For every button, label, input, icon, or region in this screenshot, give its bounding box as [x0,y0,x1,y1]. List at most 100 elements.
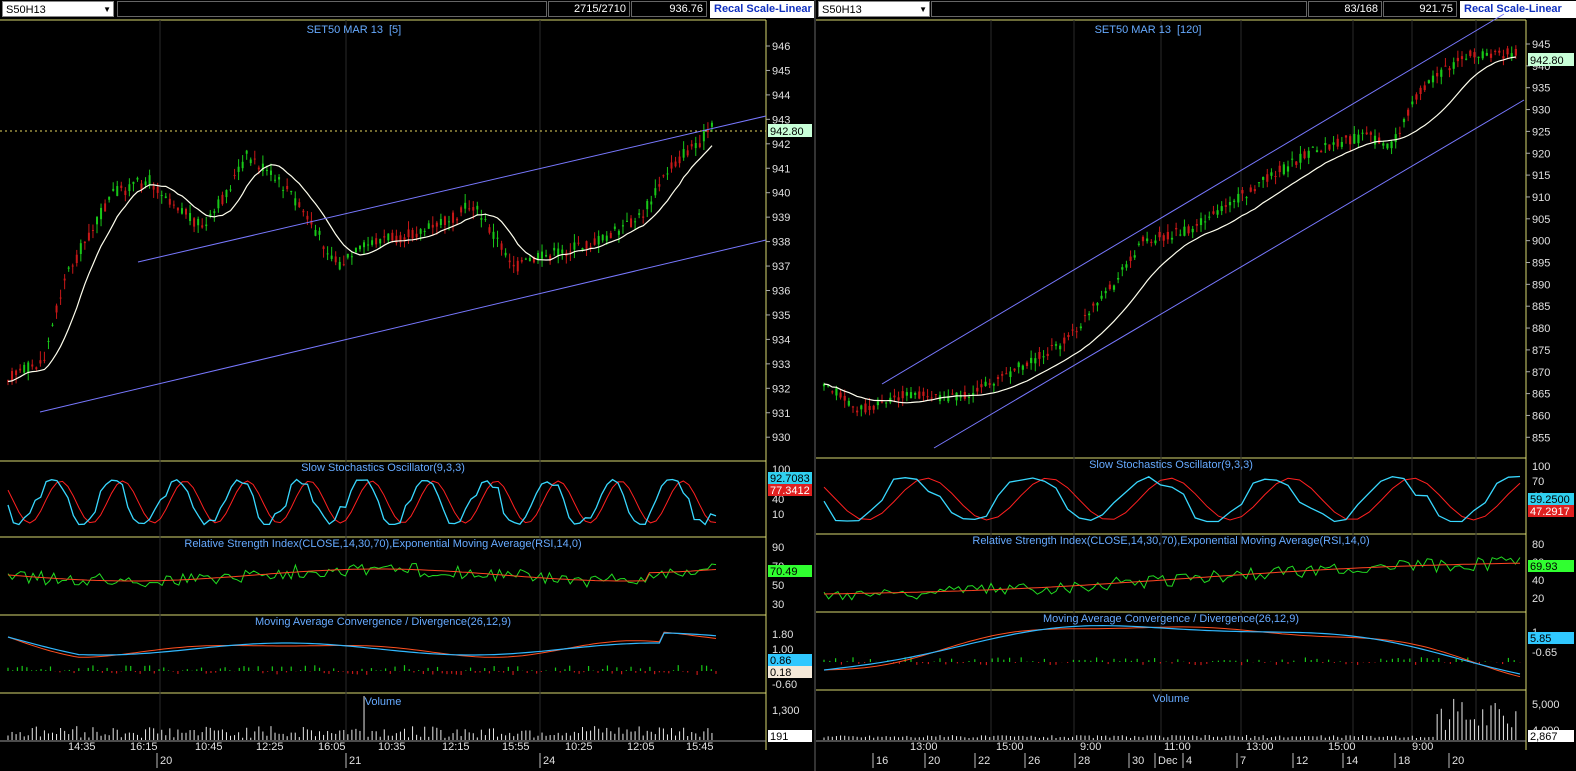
date-axis-label: 24 [543,755,555,767]
candle-body [585,241,588,249]
candle-body [831,391,834,393]
macd-signal-badge [768,666,812,678]
candle-body [124,190,127,196]
candle-body [1274,175,1277,177]
candle-body [484,218,487,220]
date-axis-label: 14 [1346,755,1358,767]
candle-body [193,218,196,227]
volume-axis-label: 1,300 [772,705,800,717]
candle-body [322,246,325,250]
candle-body [253,158,256,160]
price-axis-label: 880 [1532,323,1550,335]
macd-title: Moving Average Convergence / Divergence(… [1043,613,1299,625]
price-axis-label: 936 [772,286,790,298]
chevron-down-icon[interactable]: ▼ [103,5,111,14]
candle-body [893,395,896,398]
candle-body [702,130,705,142]
candle-body [19,368,22,371]
candle-body [1344,135,1348,138]
candle-body [1224,205,1227,207]
candle-body [55,305,58,313]
candle-body [589,246,592,248]
candle-body [1336,138,1339,147]
left-symbol-value: S50H13 [6,4,46,16]
candle-body [1195,223,1198,226]
time-axis-label: 16:05 [318,741,346,753]
time-axis-label: 12:15 [442,741,470,753]
candle-body [1477,56,1480,58]
candle-body [532,256,535,263]
candle-body [674,161,677,167]
right-bar-counter: 83/168 [1308,1,1382,17]
candle-body [621,225,624,227]
right-chart-svg[interactable]: SET50 MAR 13 [120]94594093593092592091591… [816,0,1576,771]
candle-body [662,175,665,177]
candle-body [646,200,649,210]
candle-body [868,405,871,411]
candle-body [1315,150,1319,153]
candle-body [901,391,904,399]
candle-body [1005,373,1008,375]
candle-body [905,392,908,396]
candle-body [658,184,661,187]
stochastic-d-line [7,480,717,524]
candle-body [116,186,119,196]
candle-body [241,161,244,169]
time-axis-label: 14:35 [68,741,96,753]
candle-body [988,383,991,385]
candle-body [634,221,637,223]
volume-title: Volume [1153,693,1190,705]
candle-body [698,143,701,148]
candle-body [947,395,950,402]
macd-value: 5.85 [1530,633,1551,645]
candle-body [152,185,155,190]
candle-body [282,189,285,191]
candle-body [290,190,293,193]
volume-title: Volume [365,696,402,708]
stochastic-axis-label: 40 [772,494,784,506]
candle-body [108,196,111,200]
candle-body [1407,109,1410,116]
candle-body [605,235,608,241]
price-axis-label: 855 [1532,432,1550,444]
macd-axis-label: -0.65 [1532,647,1557,659]
candle-body [1324,143,1327,146]
candle-body [1013,368,1016,371]
candle-body [415,233,418,238]
candle-body [926,396,929,398]
candle-body [1001,374,1004,376]
candle-body [1141,236,1145,242]
left-symbol-select[interactable]: S50H13 ▼ [2,1,114,17]
volume-value: 191 [770,731,788,743]
right-empty-field [931,1,1307,17]
candle-body [686,150,689,156]
left-chart-svg[interactable]: SET50 MAR 13 [5] 946 945 944 943 942 941 940 939 9… [0,0,814,771]
candle-body [269,170,272,175]
candle-body [338,261,341,270]
right-symbol-select[interactable]: S50H13 ▼ [818,1,930,17]
right-symbol-value: S50H13 [822,4,862,16]
price-axis-label: 900 [1532,236,1550,248]
candle-body [1212,211,1215,214]
candle-body [225,190,228,198]
macd-signal-value: 0.18 [770,667,791,679]
candle-body [1054,344,1058,346]
candle-body [213,211,216,213]
left-recal-scale-button[interactable]: Recal Scale-Linear [710,1,814,18]
candle-body [1158,231,1161,238]
candle-body [934,394,937,396]
rsi-axis-label: 80 [1532,539,1544,551]
candle-body [992,383,995,386]
candle-body [1063,337,1066,344]
candle-body [1465,58,1468,60]
chevron-down-icon[interactable]: ▼ [919,5,927,14]
left-bar-counter: 2715/2710 [548,1,630,17]
left-empty-field [117,1,547,17]
candle-body [286,185,289,190]
candle-body [1286,166,1290,172]
candle-body [1104,291,1107,294]
right-recal-scale-button[interactable]: Recal Scale-Linear [1460,1,1576,18]
candle-body [1228,202,1232,206]
candle-body [876,401,879,406]
price-axis-label: 920 [1532,148,1550,160]
